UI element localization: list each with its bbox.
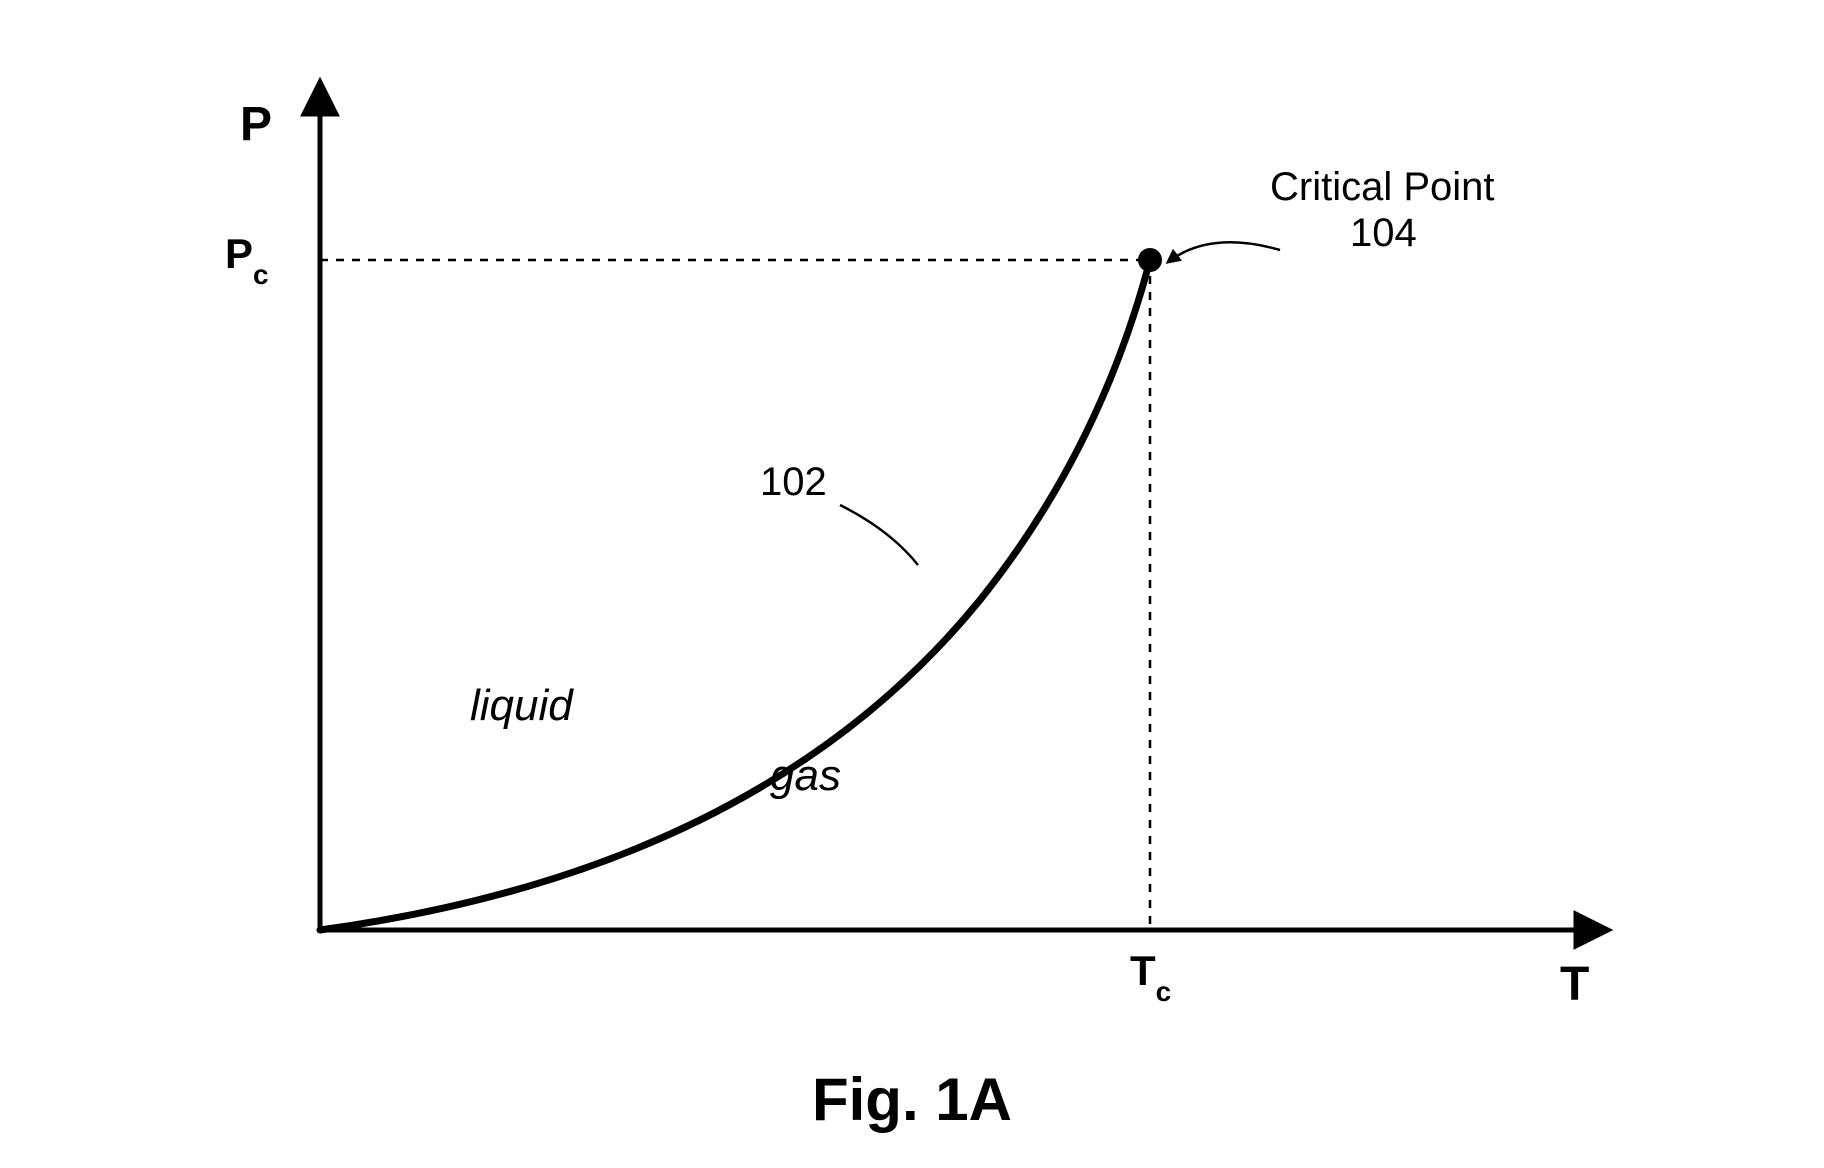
region-gas-label: gas [770,751,841,800]
curve-ref-leader [840,505,918,565]
critical-point-leader [1168,242,1280,262]
curve-ref-label: 102 [760,460,827,504]
critical-point-dot [1138,248,1162,272]
x-axis-label: T [1560,958,1589,1011]
pc-tick-label: Pc [225,230,269,290]
tc-tick-label: Tc [1130,947,1171,1007]
y-axis-label: P [240,98,272,151]
region-liquid-label: liquid [470,681,574,730]
phase-boundary-curve [320,260,1150,930]
critical-point-label: Critical Point104 [1270,165,1495,255]
figure-caption: Fig. 1A [812,1066,1012,1133]
